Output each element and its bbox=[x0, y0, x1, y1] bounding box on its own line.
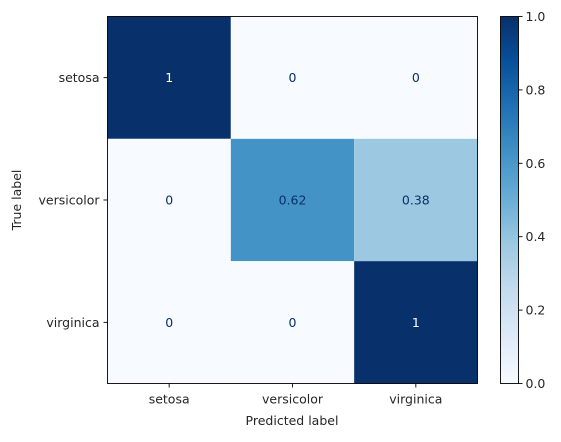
heatmap-cell-versicolor-virginica bbox=[354, 138, 478, 262]
heatmap-cell-virginica-versicolor bbox=[230, 261, 355, 384]
colorbar-tick-label: 1.0 bbox=[526, 9, 546, 24]
cell-label-virginica-versicolor: 0 bbox=[289, 315, 297, 330]
colorbar-tick-label: 0.4 bbox=[526, 229, 546, 244]
colorbar-tick-label: 0.2 bbox=[526, 303, 546, 318]
x-tick-label: virginica bbox=[389, 392, 442, 407]
x-tick-label: setosa bbox=[149, 392, 190, 407]
colorbar-ticks: 0.0 0.2 0.4 0.6 0.8 1.0 bbox=[518, 9, 546, 391]
cell-label-setosa-virginica: 0 bbox=[412, 70, 420, 85]
y-axis-ticks: setosa versicolor virginica bbox=[39, 70, 108, 330]
x-tick-label: versicolor bbox=[262, 392, 324, 407]
colorbar-tick-label: 0.6 bbox=[526, 156, 546, 171]
colorbar bbox=[500, 16, 519, 384]
cell-label-virginica-virginica: 1 bbox=[412, 315, 420, 330]
y-tick-label: versicolor bbox=[39, 193, 101, 208]
cell-label-setosa-setosa: 1 bbox=[165, 70, 173, 85]
heatmap-cell-versicolor-setosa bbox=[107, 138, 231, 262]
y-tick-label: virginica bbox=[46, 315, 99, 330]
x-axis-label: Predicted label bbox=[246, 413, 339, 428]
cell-label-setosa-versicolor: 0 bbox=[289, 70, 297, 85]
heatmap-cell-labels: 1 0 0 0 0.62 0.38 0 0 1 bbox=[165, 70, 430, 330]
colorbar-tick-label: 0.8 bbox=[526, 82, 546, 97]
heatmap-cell-virginica-setosa bbox=[107, 261, 231, 384]
heatmap-cell-virginica-virginica bbox=[354, 261, 478, 384]
heatmap-cell-setosa-setosa bbox=[107, 16, 231, 139]
heatmap-cell-setosa-virginica bbox=[354, 16, 478, 139]
heatmap-cell-setosa-versicolor bbox=[230, 16, 355, 139]
y-tick-label: setosa bbox=[59, 70, 100, 85]
cell-label-versicolor-setosa: 0 bbox=[165, 193, 173, 208]
colorbar-tick-label: 0.0 bbox=[526, 376, 546, 391]
cell-label-versicolor-versicolor: 0.62 bbox=[279, 193, 307, 208]
x-axis-ticks: setosa versicolor virginica bbox=[149, 383, 442, 407]
y-axis-label: True label bbox=[9, 170, 24, 232]
heatmap-cells bbox=[107, 16, 478, 384]
cell-label-virginica-setosa: 0 bbox=[165, 315, 173, 330]
heatmap-cell-versicolor-versicolor bbox=[230, 138, 355, 262]
cell-label-versicolor-virginica: 0.38 bbox=[402, 193, 430, 208]
